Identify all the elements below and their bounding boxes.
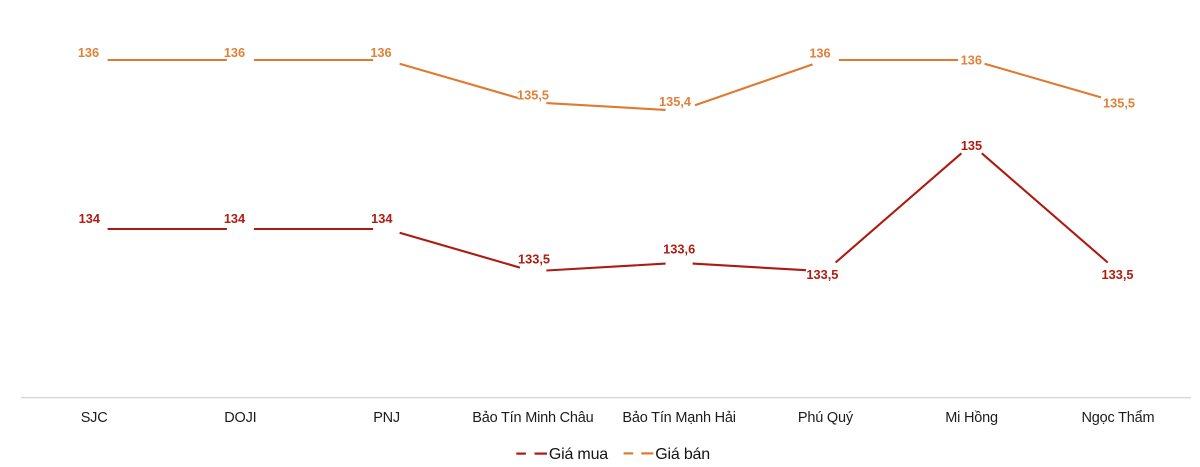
svg-text:Giá bán: Giá bán	[655, 446, 710, 463]
svg-text:135,4: 135,4	[659, 94, 692, 109]
svg-text:134: 134	[79, 211, 101, 226]
svg-text:SJC: SJC	[81, 410, 108, 426]
svg-text:133,5: 133,5	[518, 252, 550, 267]
svg-text:Mi Hồng: Mi Hồng	[945, 410, 998, 426]
svg-text:136: 136	[961, 53, 982, 68]
svg-text:133,6: 133,6	[663, 241, 695, 256]
svg-text:DOJI: DOJI	[224, 410, 256, 426]
svg-text:Bảo Tín Minh Châu: Bảo Tín Minh Châu	[472, 410, 593, 426]
svg-text:Giá mua: Giá mua	[549, 446, 608, 463]
svg-text:133,5: 133,5	[1101, 267, 1133, 282]
svg-text:PNJ: PNJ	[373, 410, 400, 426]
svg-text:136: 136	[78, 45, 99, 60]
svg-text:135,5: 135,5	[1103, 96, 1135, 111]
svg-text:Ngọc Thẩm: Ngọc Thẩm	[1081, 410, 1154, 426]
svg-text:Phú Quý: Phú Quý	[798, 410, 854, 426]
svg-text:136: 136	[809, 45, 830, 60]
svg-text:134: 134	[371, 211, 393, 226]
svg-text:136: 136	[370, 45, 391, 60]
svg-text:136: 136	[224, 45, 245, 60]
svg-text:133,5: 133,5	[806, 267, 838, 282]
svg-text:Bảo Tín Mạnh Hải: Bảo Tín Mạnh Hải	[622, 410, 735, 426]
svg-text:135,5: 135,5	[517, 88, 549, 103]
svg-text:134: 134	[224, 211, 246, 226]
svg-text:135: 135	[961, 138, 982, 153]
